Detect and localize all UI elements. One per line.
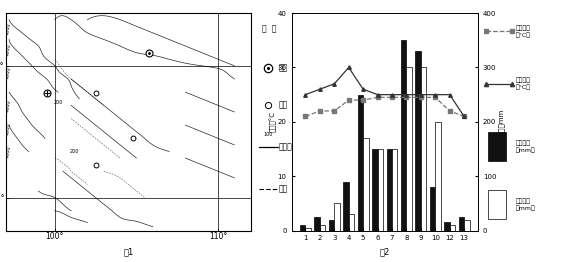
- Y-axis label: 降水／mm: 降水／mm: [498, 109, 504, 135]
- Bar: [363, 138, 368, 231]
- Bar: [372, 149, 378, 231]
- Bar: [357, 95, 363, 231]
- Bar: [401, 40, 406, 231]
- Bar: [343, 182, 349, 231]
- FancyBboxPatch shape: [488, 190, 505, 219]
- Y-axis label: 气温／°C: 气温／°C: [269, 111, 276, 132]
- Bar: [459, 217, 464, 231]
- Text: 200: 200: [70, 149, 79, 154]
- Bar: [349, 214, 354, 231]
- Bar: [464, 220, 469, 231]
- Bar: [449, 225, 455, 231]
- Bar: [378, 149, 383, 231]
- Text: 乙地降水
（mm）: 乙地降水 （mm）: [515, 140, 535, 153]
- Bar: [334, 203, 340, 231]
- Bar: [320, 225, 325, 231]
- Text: 2000: 2000: [5, 123, 12, 136]
- Text: 图  例: 图 例: [262, 24, 277, 34]
- Text: 首都: 首都: [279, 64, 288, 73]
- Bar: [406, 68, 412, 231]
- Bar: [415, 51, 421, 231]
- Bar: [430, 187, 436, 231]
- Bar: [392, 149, 398, 231]
- Text: 城市: 城市: [279, 100, 288, 109]
- Text: 图2: 图2: [380, 247, 390, 256]
- Text: 甲地气温
（°C）: 甲地气温 （°C）: [515, 78, 531, 90]
- Bar: [421, 68, 426, 231]
- Text: 1000: 1000: [5, 22, 12, 36]
- FancyBboxPatch shape: [488, 132, 505, 161]
- Bar: [444, 222, 449, 231]
- Bar: [436, 122, 441, 231]
- Bar: [305, 228, 311, 231]
- Bar: [314, 217, 320, 231]
- Text: 1000: 1000: [5, 145, 12, 158]
- Text: 图1: 图1: [123, 247, 134, 256]
- Text: 等高线: 等高线: [279, 142, 293, 151]
- Bar: [329, 220, 334, 231]
- Text: 1000: 1000: [5, 66, 12, 79]
- Text: 甲地降水
（mm）: 甲地降水 （mm）: [515, 198, 535, 211]
- Text: 1000: 1000: [5, 43, 12, 57]
- Bar: [300, 225, 305, 231]
- Bar: [387, 149, 392, 231]
- Text: 2000: 2000: [5, 99, 12, 112]
- Text: 河流: 河流: [279, 184, 288, 193]
- Text: 100: 100: [264, 132, 273, 137]
- Text: 200: 200: [54, 100, 63, 105]
- Text: 乙地气温
（°C）: 乙地气温 （°C）: [515, 25, 531, 38]
